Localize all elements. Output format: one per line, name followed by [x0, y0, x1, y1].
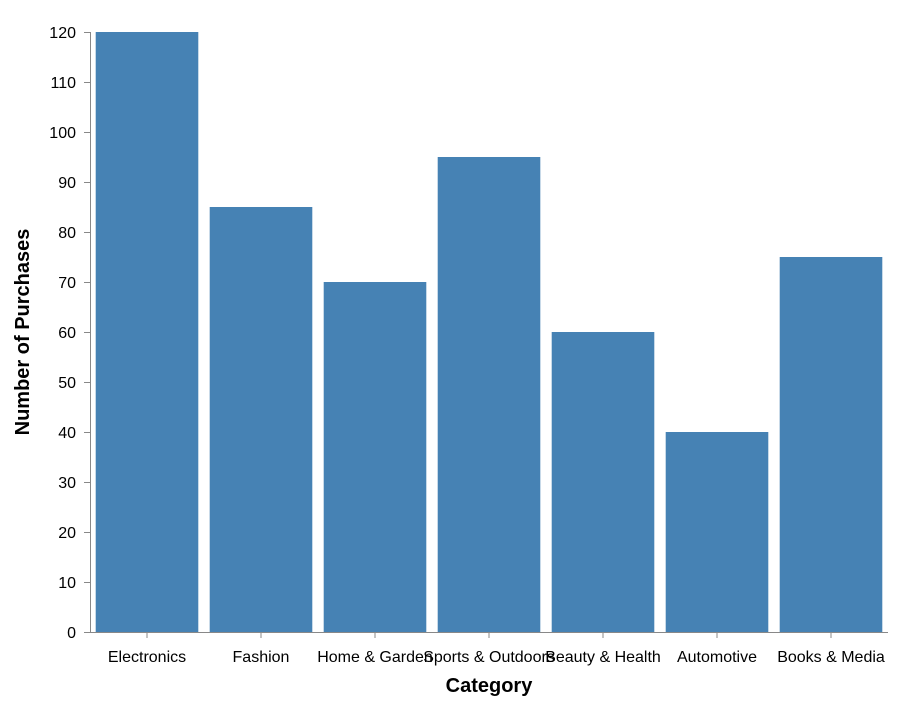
y-axis: 0 10 20 30 40 50 60 70 80 90 100 110 120: [49, 25, 91, 642]
y-tick-label: 100: [49, 125, 76, 142]
bar-books-media: [779, 257, 883, 632]
y-tick-label: 80: [58, 225, 76, 242]
y-tick-label: 50: [58, 375, 76, 392]
y-tick-label: 90: [58, 175, 76, 192]
x-tick-label: Automotive: [677, 649, 757, 666]
y-tick-label: 0: [67, 625, 76, 642]
bar-electronics: [95, 32, 199, 632]
x-tick-label: Beauty & Health: [545, 649, 661, 666]
bar-home-garden: [323, 282, 427, 632]
x-tick-label: Sports & Outdoors: [423, 649, 555, 666]
y-tick-label: 40: [58, 425, 76, 442]
y-tick-label: 120: [49, 25, 76, 42]
y-tick-label: 30: [58, 475, 76, 492]
bars-group: [95, 32, 883, 632]
x-tick-label: Home & Garden: [317, 649, 433, 666]
bar-fashion: [209, 207, 313, 632]
bar-beauty-health: [551, 332, 655, 632]
bar-sports-outdoors: [437, 157, 541, 632]
y-tick-label: 110: [50, 75, 76, 92]
y-tick-label: 10: [58, 575, 76, 592]
y-tick-label: 70: [58, 275, 76, 292]
bar-automotive: [665, 432, 769, 632]
x-axis-title: Category: [446, 675, 534, 697]
y-tick-label: 20: [58, 525, 76, 542]
y-axis-title: Number of Purchases: [12, 229, 34, 436]
x-tick-label: Electronics: [108, 649, 186, 666]
x-tick-label: Fashion: [233, 649, 290, 666]
y-tick-label: 60: [58, 325, 76, 342]
x-tick-label: Books & Media: [777, 649, 885, 666]
